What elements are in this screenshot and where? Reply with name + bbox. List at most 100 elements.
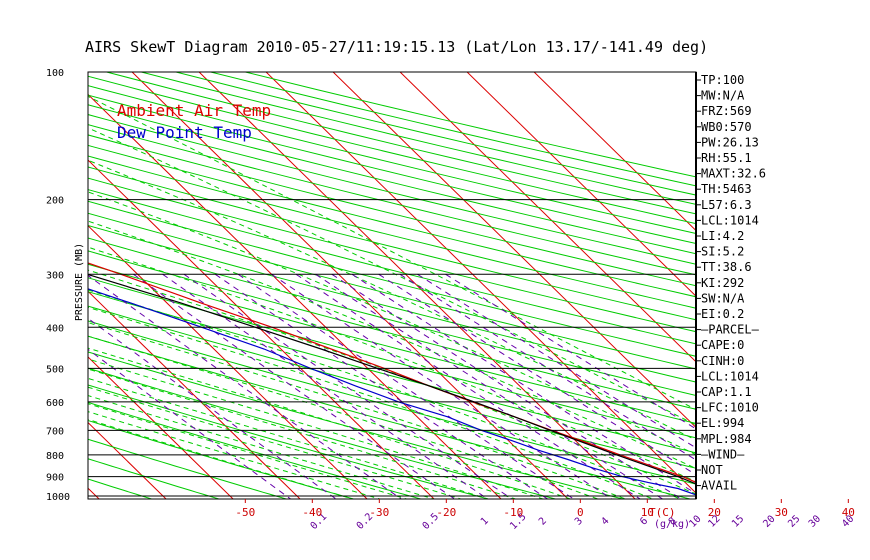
index-item: TH:5463 <box>701 182 752 196</box>
mixing-ratio-line <box>183 273 513 499</box>
dry-adiabat-line <box>88 134 696 287</box>
isotherm-line <box>131 72 569 499</box>
index-item: CINH:0 <box>701 354 744 368</box>
index-item: KI:292 <box>701 276 744 290</box>
dry-adiabat-line <box>88 155 696 309</box>
dry-adiabat-line <box>88 305 696 469</box>
index-item: MW:N/A <box>701 89 745 103</box>
index-item: EI:0.2 <box>701 307 744 321</box>
pressure-tick-label: 900 <box>46 473 64 484</box>
index-item: TP:100 <box>701 73 744 87</box>
mixing-ratio-label: 25 <box>786 513 802 529</box>
dry-adiabat-line <box>88 438 289 499</box>
index-item: LCL:1014 <box>701 369 759 383</box>
bottom-temp-label: 0 <box>577 506 584 519</box>
moist-adiabat-line <box>88 386 463 499</box>
moist-adiabat-line <box>88 306 655 499</box>
index-item: MPL:984 <box>701 432 752 446</box>
bottom-temp-label: -50 <box>235 506 255 519</box>
dry-adiabat-line <box>88 200 696 357</box>
moist-adiabat-line <box>88 418 355 499</box>
pressure-tick-label: 400 <box>46 323 64 334</box>
dry-adiabat-line <box>88 224 696 383</box>
index-item: —PARCEL— <box>701 323 760 337</box>
mixing-ratio-unit: (g/kg) <box>654 519 690 530</box>
dry-adiabat-line <box>88 335 693 499</box>
moist-adiabat-line <box>88 127 696 426</box>
index-item: RH:55.1 <box>701 151 752 165</box>
mixing-ratio-line <box>315 273 664 499</box>
legend-ambient-air-temp: Ambient Air Temp <box>117 101 271 120</box>
index-item: LFC:1010 <box>701 401 759 415</box>
legend: Ambient Air Temp Dew Point Temp <box>117 101 271 142</box>
moist-adiabat-line <box>88 95 696 411</box>
dry-adiabat-line <box>88 401 423 499</box>
chart-title: AIRS SkewT Diagram 2010-05-27/11:19:15.1… <box>85 38 708 56</box>
bottom-temp-label: -30 <box>369 506 389 519</box>
mixing-ratio-line <box>399 273 696 461</box>
dry-adiabat-line <box>88 189 696 345</box>
mixing-ratio-line <box>378 273 696 476</box>
index-item: —WIND— <box>701 447 745 461</box>
bottom-temp-label: -40 <box>302 506 322 519</box>
surface-dewpoint-marker <box>702 495 708 501</box>
isotherm-line <box>0 72 32 499</box>
dry-adiabat-line <box>88 250 696 410</box>
dry-adiabat-line <box>88 212 696 370</box>
dry-adiabat-line <box>88 114 696 265</box>
bottom-axis-unit: T(C) <box>649 506 676 519</box>
mixing-ratio-line <box>162 273 489 499</box>
index-item: LCL:1014 <box>701 213 759 227</box>
isotherm-line <box>466 72 696 297</box>
dry-adiabat-line <box>88 384 491 499</box>
isotherm-line <box>533 72 696 232</box>
dry-adiabat-line <box>210 72 696 187</box>
dry-adiabat-line <box>88 320 696 485</box>
index-item: SW:N/A <box>701 291 745 305</box>
pressure-tick-label: 600 <box>46 398 64 409</box>
index-item: CAP:1.1 <box>701 385 752 399</box>
moist-adiabat-line <box>88 347 572 499</box>
pressure-tick-label: 300 <box>46 270 64 281</box>
index-item: CAPE:0 <box>701 338 744 352</box>
dry-adiabat-line <box>175 72 696 196</box>
dry-adiabat-line <box>88 291 696 454</box>
legend-dew-point-temp: Dew Point Temp <box>117 123 252 142</box>
index-item: NOT <box>701 463 723 477</box>
index-item: SI:5.2 <box>701 245 744 259</box>
dry-adiabat-line <box>0 72 103 505</box>
mixing-ratio-line <box>215 273 549 499</box>
pressure-tick-label: 100 <box>46 68 64 79</box>
bottom-temp-label: 40 <box>842 506 855 519</box>
pressure-tick-label: 500 <box>46 364 64 375</box>
mixing-ratio-line <box>351 273 696 495</box>
pressure-tick-label: 200 <box>46 196 64 207</box>
mixing-ratio-label: 2 <box>537 516 549 528</box>
index-item: LI:4.2 <box>701 229 744 243</box>
isotherm-line <box>88 290 301 499</box>
index-item: L57:6.3 <box>701 198 752 212</box>
index-item: FRZ:569 <box>701 104 752 118</box>
mixing-ratio-line <box>271 273 613 499</box>
mixing-ratio-line <box>133 273 456 499</box>
dry-adiabat-line <box>88 237 696 397</box>
isotherm-line <box>88 159 435 499</box>
isotherm-line <box>88 93 502 499</box>
isotherm-line <box>265 72 696 494</box>
dry-adiabat-line <box>88 277 696 439</box>
dry-adiabat-line <box>88 458 221 499</box>
background-grid <box>0 72 696 505</box>
mixing-ratio-label: 15 <box>730 513 746 529</box>
index-item: MAXT:32.6 <box>701 167 766 181</box>
mixing-ratio-line <box>295 273 642 499</box>
moist-adiabat-line <box>88 289 682 499</box>
moist-adiabat-line <box>88 269 696 495</box>
bottom-temp-label: -10 <box>503 506 523 519</box>
pressure-tick-label: 800 <box>46 451 64 462</box>
pressure-tick-label: 1000 <box>46 492 70 503</box>
dry-adiabat-line <box>88 166 696 321</box>
dry-adiabat-line <box>88 177 696 333</box>
index-item: PW:26.13 <box>701 135 759 149</box>
